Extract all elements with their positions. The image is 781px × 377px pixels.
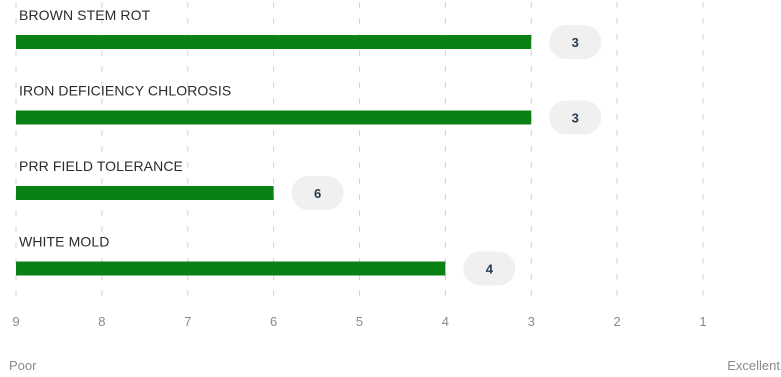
x-axis-max-label: Excellent xyxy=(727,358,780,373)
x-tick-label: 4 xyxy=(442,314,449,329)
bar xyxy=(16,35,532,49)
bar-series: BROWN STEM ROT 3 IRON DEFICIENCY CHLOROSIS… xyxy=(16,7,602,286)
data-label: 3 xyxy=(572,111,579,126)
value-pill xyxy=(463,251,516,286)
x-axis-ticks: 9 8 7 6 5 4 3 2 1 xyxy=(12,314,706,329)
category-label: PRR FIELD TOLERANCE xyxy=(19,158,183,174)
data-label: 6 xyxy=(314,186,321,201)
x-tick-label: 6 xyxy=(270,314,277,329)
bar xyxy=(16,110,532,125)
value-pill xyxy=(549,100,602,135)
data-label: 3 xyxy=(572,35,579,50)
value-pill xyxy=(291,176,344,210)
x-tick-label: 7 xyxy=(184,314,191,329)
x-tick-label: 8 xyxy=(98,314,105,329)
category-label: BROWN STEM ROT xyxy=(19,7,151,23)
x-tick-label: 2 xyxy=(614,314,621,329)
category-label: WHITE MOLD xyxy=(19,234,109,250)
bar xyxy=(16,186,274,200)
x-tick-label: 3 xyxy=(528,314,535,329)
bar xyxy=(16,261,446,276)
x-tick-label: 5 xyxy=(356,314,363,329)
x-axis-min-label: Poor xyxy=(9,358,37,373)
category-label: IRON DEFICIENCY CHLOROSIS xyxy=(19,83,231,99)
grid-lines xyxy=(15,2,704,302)
x-tick-label: 9 xyxy=(12,314,19,329)
x-tick-label: 1 xyxy=(699,314,706,329)
data-label: 4 xyxy=(486,262,494,277)
value-pill xyxy=(549,25,602,59)
